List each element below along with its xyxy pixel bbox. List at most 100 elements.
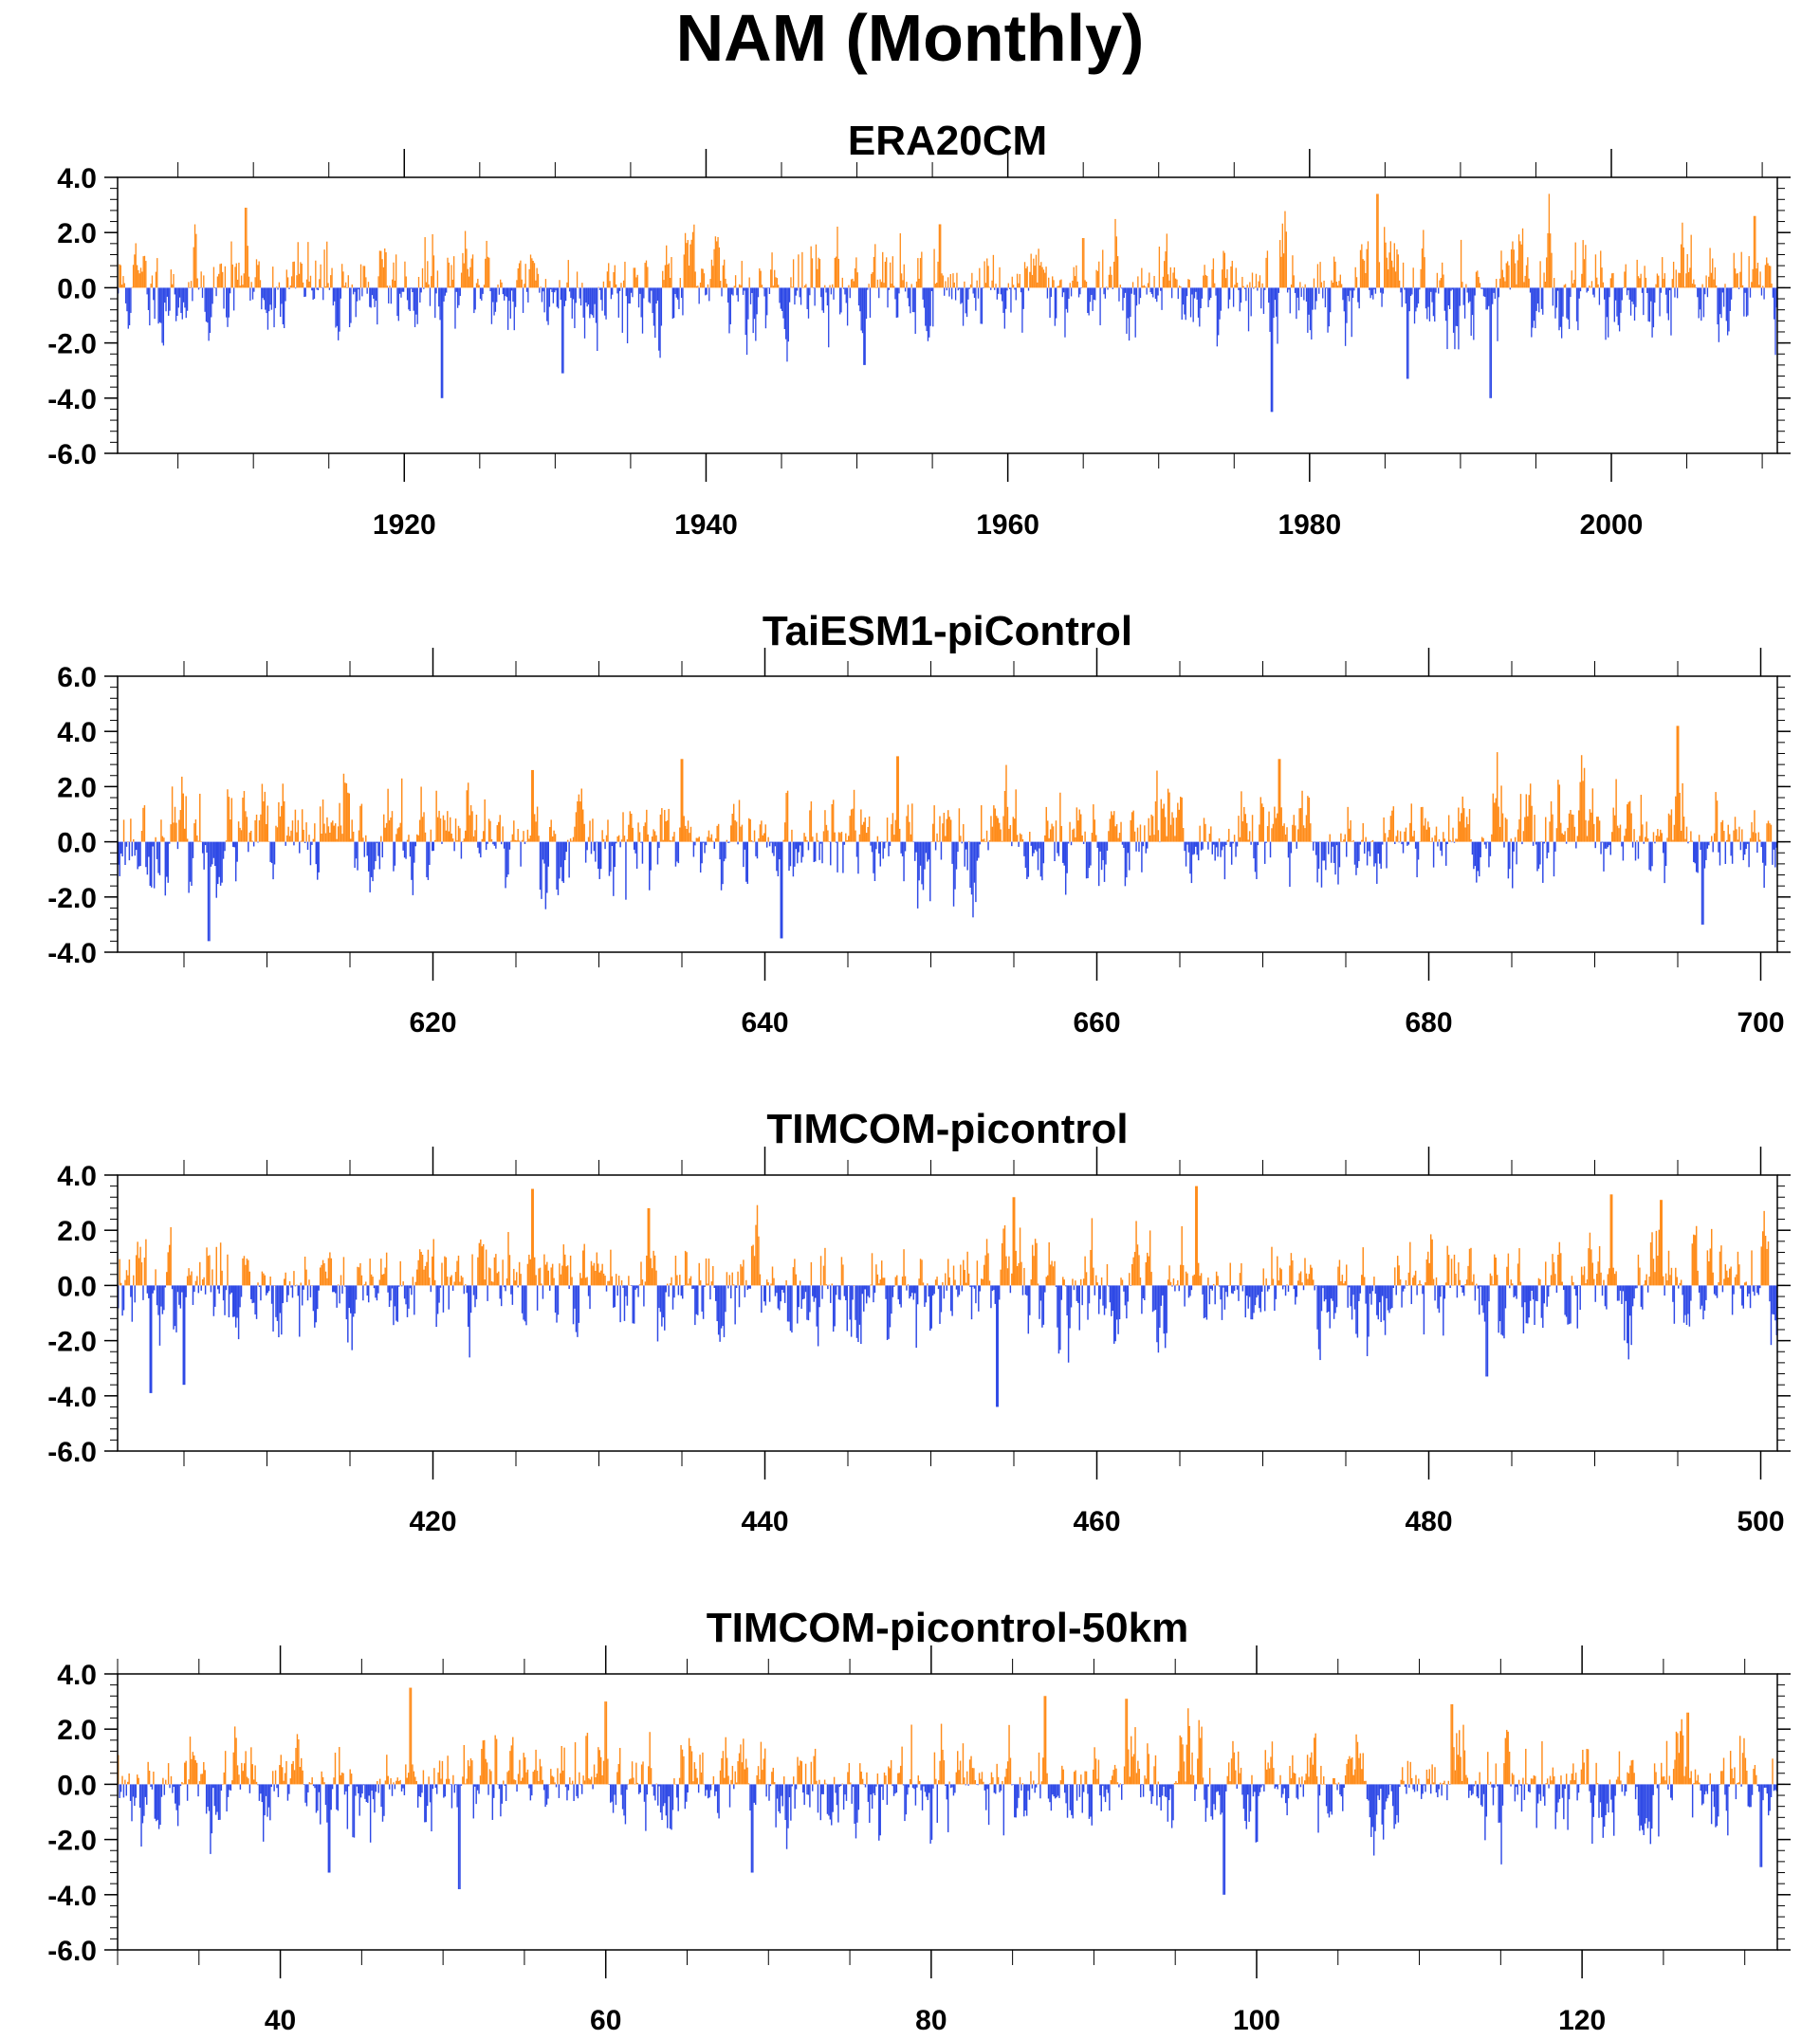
data-bar [1578, 810, 1580, 842]
data-bar [1609, 841, 1611, 855]
data-bar [783, 822, 786, 842]
data-bar [1351, 287, 1354, 299]
data-bar [1687, 271, 1690, 288]
data-bar [197, 840, 200, 842]
data-bar [1046, 287, 1049, 299]
data-bar [1018, 1262, 1020, 1286]
data-bar [333, 1777, 335, 1785]
data-bar [528, 1784, 530, 1789]
data-bar [1005, 1768, 1007, 1785]
data-bar [1289, 287, 1291, 314]
data-bar [931, 823, 934, 842]
data-bar [865, 1285, 868, 1304]
data-bar [1218, 1285, 1221, 1287]
data-bar [212, 266, 215, 288]
data-bar [1618, 287, 1621, 332]
data-bar [1428, 287, 1431, 322]
data-bar [736, 287, 738, 296]
data-bar [487, 256, 489, 288]
data-bar [1595, 817, 1598, 842]
data-bar [506, 287, 509, 330]
data-bar [1021, 287, 1023, 333]
data-bar [947, 277, 949, 288]
data-bar [483, 285, 486, 288]
data-bar [957, 1751, 959, 1785]
data-bar [195, 233, 197, 288]
data-bar [811, 258, 814, 288]
data-bar [1310, 1264, 1312, 1286]
data-bar [1226, 268, 1228, 288]
data-bar [1089, 287, 1092, 303]
x-tick-label: 1920 [373, 509, 436, 541]
data-bar [822, 1265, 825, 1286]
data-bar [1113, 811, 1115, 842]
data-bar [1012, 1784, 1015, 1785]
data-bar [1726, 839, 1728, 842]
data-bar [1517, 234, 1520, 288]
data-bar [1330, 287, 1332, 313]
data-bar [498, 821, 500, 842]
data-bar [441, 1262, 443, 1286]
data-bar [527, 287, 529, 303]
data-bar [127, 287, 129, 329]
data-bar [687, 240, 689, 288]
data-bar [335, 287, 337, 328]
data-bar [261, 1784, 263, 1803]
data-bar [367, 1285, 370, 1303]
data-bar [1420, 807, 1423, 842]
data-bar [494, 287, 497, 312]
data-bar [753, 1784, 755, 1803]
data-bar [814, 1748, 817, 1785]
data-bar [590, 287, 592, 315]
data-bar [583, 823, 585, 842]
data-bar [469, 1285, 472, 1314]
data-bar [1440, 841, 1442, 851]
data-bar [130, 1285, 132, 1297]
data-bar [772, 285, 775, 288]
data-bar [999, 266, 1001, 288]
data-bar [1320, 282, 1323, 288]
data-bar [1167, 274, 1169, 288]
data-bar [779, 841, 781, 860]
data-bar [629, 811, 632, 842]
data-bar [1235, 1285, 1237, 1286]
data-bar [122, 276, 124, 288]
data-bar [506, 1277, 508, 1286]
data-bar [763, 287, 765, 297]
data-bar [1290, 285, 1293, 288]
data-bar [1157, 1781, 1160, 1785]
data-bar [1760, 841, 1762, 848]
data-bar [595, 1777, 597, 1785]
data-bar [712, 1265, 714, 1286]
data-bar [269, 287, 271, 305]
data-bar [377, 1285, 379, 1294]
data-bar [133, 1275, 135, 1286]
y-tick-label: 4.0 [57, 163, 97, 194]
data-bar [1254, 286, 1256, 288]
data-bar [717, 237, 719, 288]
data-bar [489, 1268, 491, 1286]
data-bar [1373, 841, 1375, 867]
data-bar [662, 270, 664, 288]
data-bar [849, 1285, 851, 1320]
data-bar [1409, 287, 1412, 297]
data-bar [1512, 841, 1514, 889]
data-bar [249, 287, 251, 302]
data-bar [879, 1784, 881, 1836]
data-bar [1072, 280, 1074, 288]
data-bar [947, 1784, 949, 1832]
data-bar [882, 251, 884, 288]
data-bar [255, 814, 258, 842]
data-bar [1628, 287, 1630, 301]
data-bar [184, 1762, 186, 1785]
data-bar [1084, 280, 1086, 288]
data-bar [817, 268, 818, 288]
data-bar [1504, 281, 1506, 288]
data-bar [1112, 1285, 1113, 1312]
data-bar [717, 823, 720, 842]
data-bar [523, 831, 524, 842]
data-bar [191, 1271, 193, 1286]
data-bar [919, 258, 922, 288]
data-bar [1543, 841, 1545, 844]
data-bar [1012, 1197, 1014, 1286]
